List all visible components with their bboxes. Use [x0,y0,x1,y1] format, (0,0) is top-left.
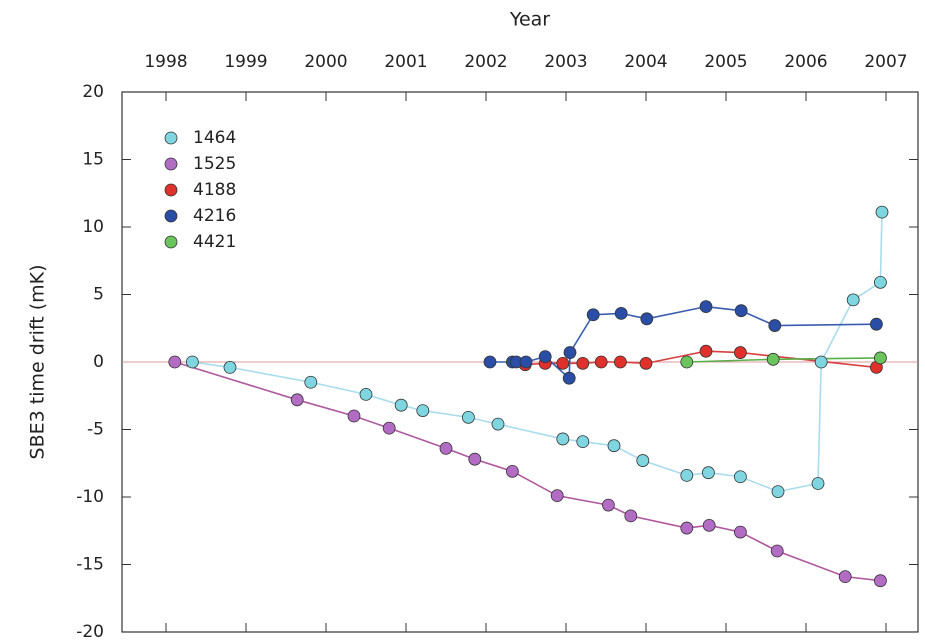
data-point [290,393,304,407]
legend-marker [164,183,178,197]
data-point [594,355,608,369]
x-tick-label: 2006 [784,52,827,72]
x-tick-label: 1998 [144,52,187,72]
data-point [223,360,237,374]
legend-marker [164,131,178,145]
y-tick-label: 20 [82,82,104,102]
data-point [680,468,694,482]
data-point [563,346,577,359]
data-point [636,454,650,467]
data-point [734,525,747,539]
data-point [680,521,694,535]
data-point [468,452,482,466]
x-tick-label: 2001 [384,52,427,72]
data-point [416,404,430,418]
x-tick-label: 2005 [704,52,747,72]
data-point [461,410,475,424]
data-point [702,518,716,532]
data-point [556,356,570,370]
x-tick-label: 2007 [864,52,907,72]
data-point [483,355,497,369]
data-point [168,355,182,369]
data-point [875,205,889,219]
y-axis-title: SBE3 time drift (mK) [27,265,49,460]
data-point [506,464,519,478]
series-line [525,350,877,369]
data-point [614,306,628,320]
x-tick-label: 2000 [304,52,347,72]
data-point [702,466,715,480]
legend-marker [164,235,178,249]
x-tick-label: 2004 [624,52,667,72]
data-point [439,441,453,455]
y-tick-label: 5 [93,285,104,305]
series-line [174,361,881,582]
data-point [838,570,852,584]
data-point [680,355,694,369]
legend-label: 1464 [193,128,236,148]
y-tick-label: 15 [82,150,104,170]
x-tick-label: 2002 [464,52,507,72]
data-point [874,351,887,365]
y-tick-label: -10 [76,487,104,507]
data-point [734,304,748,318]
data-point [347,409,361,423]
y-tick-label: -20 [76,622,104,641]
legend-label: 1525 [193,154,236,174]
data-point [562,371,576,385]
data-point [699,344,713,358]
data-point [550,489,564,503]
data-point [394,398,408,412]
data-point [556,432,570,446]
data-point [874,275,887,289]
data-point [586,308,600,322]
x-axis-title: Year [509,9,550,31]
legend-marker [164,157,178,171]
y-tick-label: 0 [93,352,104,372]
y-tick-label: -15 [76,555,104,575]
x-tick-label: 1999 [224,52,267,72]
data-point [811,477,825,490]
data-point [607,439,621,453]
data-point [538,350,552,364]
data-point [846,293,860,307]
data-point [624,509,638,523]
y-tick-label: 10 [82,217,104,237]
data-point [640,312,654,326]
legend-label: 4421 [193,232,236,252]
data-point [602,498,615,512]
data-point [770,544,784,558]
data-point [734,470,747,484]
legend-label: 4216 [193,206,236,226]
data-point [768,319,782,332]
data-point [576,356,590,370]
legend-label: 4188 [193,180,236,200]
data-point [382,421,396,435]
y-tick-label: -5 [87,420,104,440]
legend-marker [164,209,178,223]
x-tick-label: 2003 [544,52,587,72]
data-point [491,417,505,431]
data-point [874,574,887,588]
data-point [814,355,828,369]
data-point [699,300,713,314]
data-point [576,435,590,449]
data-point [734,346,747,359]
data-point [359,387,373,401]
data-point [766,352,780,366]
data-point [771,485,785,499]
data-point [185,355,199,369]
data-point [870,317,883,331]
data-point [304,375,318,389]
data-point [639,356,653,370]
data-point [519,355,533,369]
data-point [614,355,627,369]
